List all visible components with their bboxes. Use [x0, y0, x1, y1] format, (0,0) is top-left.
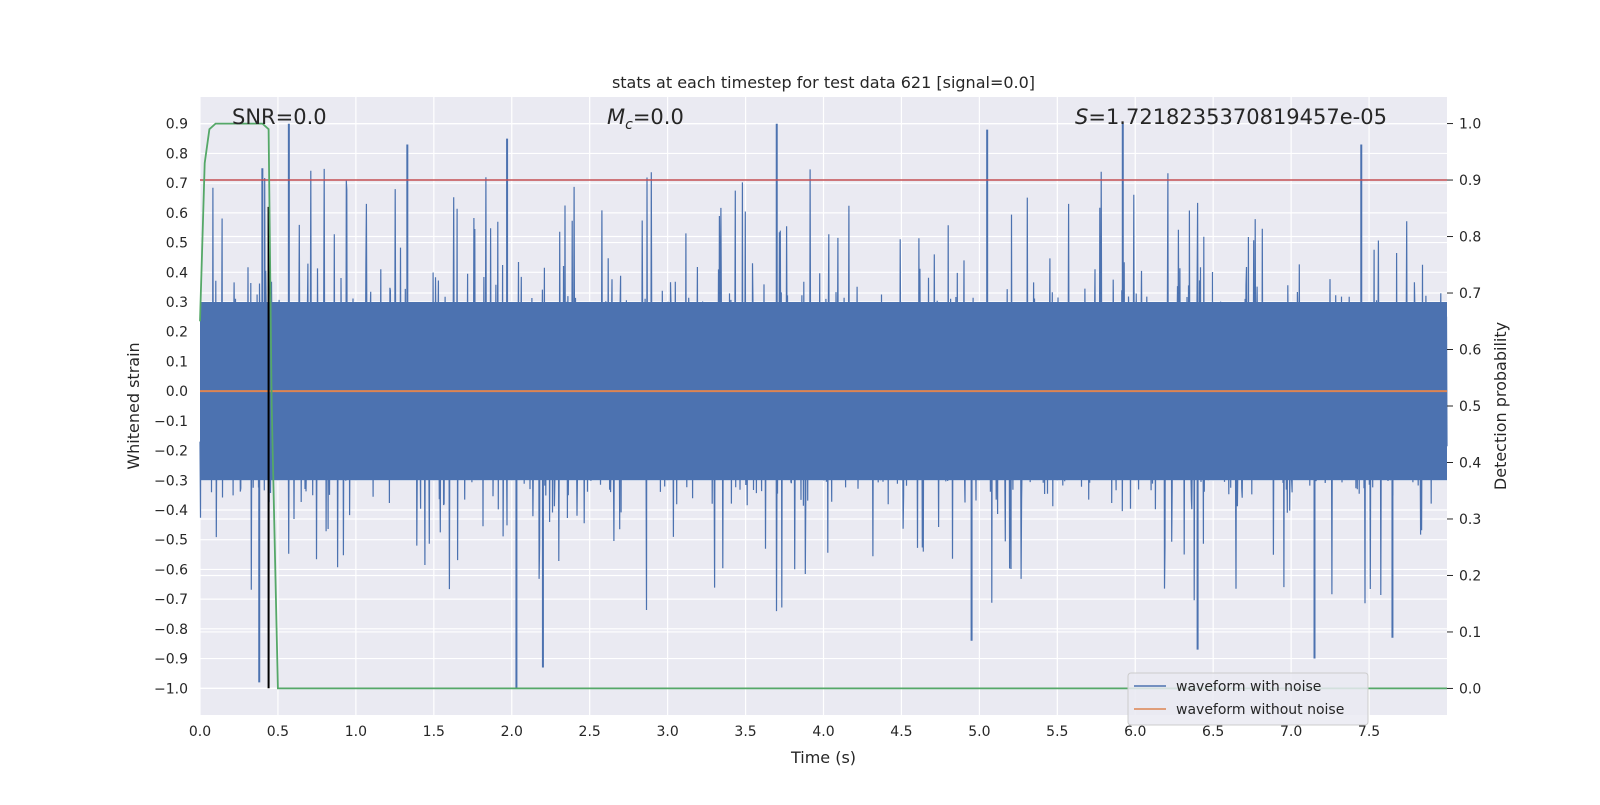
y2-tick-label: 0.6: [1459, 343, 1481, 359]
chirp-mass-value: =0.0: [633, 105, 684, 129]
x-tick-label: 2.0: [501, 724, 523, 740]
legend-label-noise: waveform with noise: [1176, 679, 1321, 695]
y2-tick-label: 0.1: [1459, 625, 1481, 641]
y-tick-label: −0.8: [154, 622, 188, 638]
chart-title: stats at each timestep for test data 621…: [612, 73, 1035, 92]
y2-tick-label: 0.4: [1459, 455, 1481, 471]
chirp-mass-subscript: c: [625, 117, 633, 133]
y2-tick-label: 0.0: [1459, 681, 1481, 697]
y-tick-label: −0.2: [154, 444, 188, 460]
score-symbol: S: [1075, 105, 1088, 129]
y-tick-label: −1.0: [154, 681, 188, 697]
chirp-mass-symbol: M: [607, 105, 625, 129]
x-axis-label: Time (s): [790, 748, 856, 767]
y-tick-label: −0.1: [154, 414, 188, 430]
series-layer: [199, 122, 1448, 690]
detection-probability-line: [199, 122, 1447, 690]
y-axis-label: Whitened strain: [124, 342, 143, 469]
y2-tick-label: 0.8: [1459, 230, 1481, 246]
score-value: =1.7218235370819457e-05: [1088, 105, 1387, 129]
chirp-mass-annotation: Mc=0.0: [607, 105, 684, 133]
x-tick-label: 7.0: [1280, 724, 1302, 740]
score-annotation: S=1.7218235370819457e-05: [1075, 105, 1387, 129]
x-tick-label: 4.0: [812, 724, 834, 740]
y-tick-label: 0.8: [166, 146, 188, 162]
x-tick-label: 3.0: [656, 724, 678, 740]
y2-axis-label: Detection probability: [1491, 322, 1510, 490]
tick-layer: 0.0 0.5 1.0 1.5 2.0 2.5 3.0 3.5 4.0 4.5 5.0 5.5 6.0 6…: [154, 117, 1481, 740]
x-tick-label: 6.5: [1202, 724, 1224, 740]
x-tick-label: 1.0: [345, 724, 367, 740]
snr-annotation: SNR=0.0: [232, 105, 327, 129]
y-tick-label: −0.5: [154, 533, 188, 549]
y-tick-label: 0.3: [166, 295, 188, 311]
y-tick-label: −0.4: [154, 503, 188, 519]
y-tick-label: 0.4: [166, 265, 188, 281]
x-tick-label: 3.5: [734, 724, 756, 740]
y-tick-label: −0.3: [154, 473, 188, 489]
y2-tick-label: 0.9: [1459, 173, 1481, 189]
x-tick-label: 5.5: [1046, 724, 1068, 740]
y2-tick-label: 0.5: [1459, 399, 1481, 415]
y-tick-label: 0.5: [166, 236, 188, 252]
x-tick-label: 5.0: [968, 724, 990, 740]
y-tick-label: 0.6: [166, 206, 188, 222]
x-tick-label: 7.5: [1358, 724, 1380, 740]
x-tick-label: 2.5: [579, 724, 601, 740]
y-tick-label: 0.9: [166, 117, 188, 133]
y-tick-label: −0.9: [154, 652, 188, 668]
x-tick-label: 1.5: [423, 724, 445, 740]
y-tick-label: 0.1: [166, 354, 188, 370]
y2-tick-label: 0.7: [1459, 286, 1481, 302]
y-tick-label: −0.6: [154, 562, 188, 578]
y-tick-label: −0.7: [154, 592, 188, 608]
x-tick-label: 6.0: [1124, 724, 1146, 740]
x-tick-label: 4.5: [890, 724, 912, 740]
legend-label-clean: waveform without noise: [1176, 702, 1344, 718]
x-tick-label: 0.5: [267, 724, 289, 740]
y2-tick-label: 0.3: [1459, 512, 1481, 528]
x-tick-label: 0.0: [189, 724, 211, 740]
legend: waveform with noise waveform without noi…: [1127, 672, 1369, 726]
y-tick-label: 0.0: [166, 384, 188, 400]
y2-tick-label: 1.0: [1459, 117, 1481, 133]
y2-tick-label: 0.2: [1459, 568, 1481, 584]
y-tick-label: 0.7: [166, 176, 188, 192]
y-tick-label: 0.2: [166, 325, 188, 341]
legend-box: [1127, 672, 1369, 726]
